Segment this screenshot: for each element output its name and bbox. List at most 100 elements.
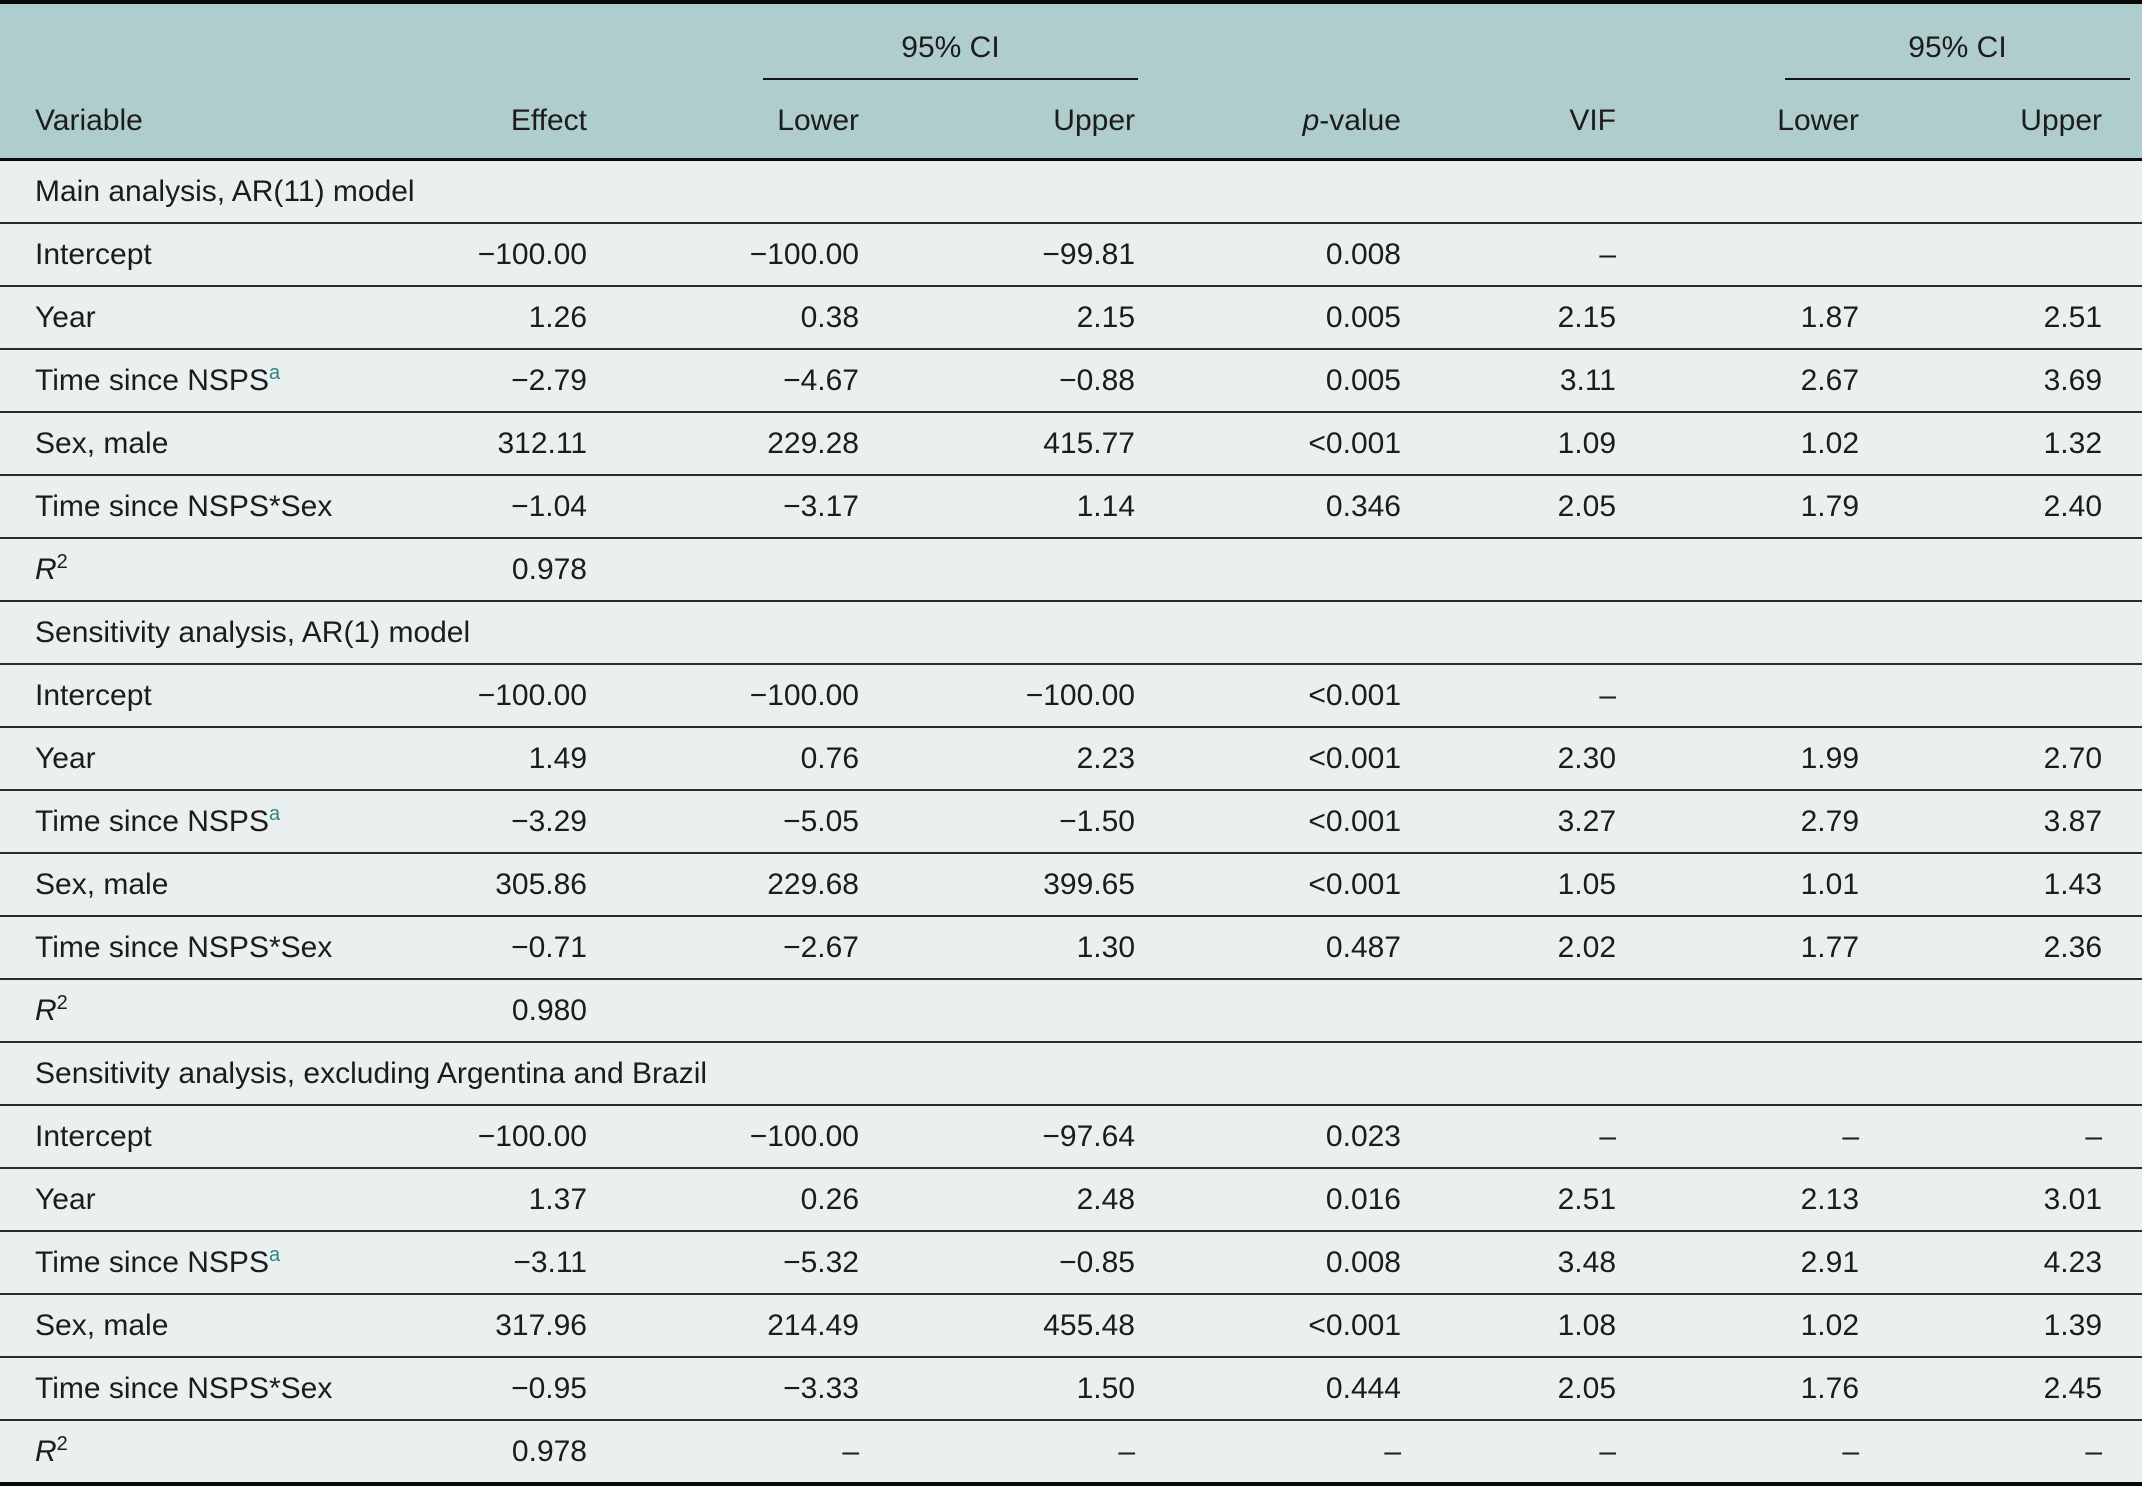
ci2-lower-cell: 2.13 [1631, 1167, 1874, 1231]
variable-cell: Year [0, 726, 470, 790]
vif-cell: 2.02 [1416, 915, 1631, 979]
header-sublabel-row: Lower Upper Lower Upper [0, 80, 2142, 160]
variable-cell: Year [0, 285, 470, 349]
ci2-lower-cell: 1.76 [1631, 1356, 1874, 1420]
ci-upper-cell: −1.50 [874, 789, 1150, 853]
effect-cell: −2.79 [470, 348, 602, 412]
ci-lower-cell [602, 978, 874, 1042]
footnote-marker: a [268, 802, 281, 825]
section-title-row: Main analysis, AR(11) model [0, 158, 2142, 223]
effect-cell: −0.95 [470, 1356, 602, 1420]
variable-label: Intercept [35, 1119, 152, 1153]
section-title: Sensitivity analysis, excluding Argentin… [0, 1041, 2142, 1105]
variable-cell: Time since NSPSa [0, 1230, 470, 1294]
pvalue-cell: 0.444 [1150, 1356, 1416, 1420]
ci2-upper-cell: 2.70 [1874, 726, 2142, 790]
section-title-row: Sensitivity analysis, excluding Argentin… [0, 1041, 2142, 1105]
ci-lower-cell [602, 537, 874, 601]
pvalue-cell: <0.001 [1150, 411, 1416, 475]
table-header: Variable Effect 95% CI p-value VIF 95% C… [0, 2, 2142, 160]
ci2-upper-cell: 2.45 [1874, 1356, 2142, 1420]
table-row: Intercept −100.00 −100.00 −100.00 <0.001– [0, 663, 2142, 727]
ci-upper-cell: 1.30 [874, 915, 1150, 979]
variable-cell: R2 [0, 537, 470, 601]
table-row: Intercept −100.00 −100.00 −99.81 0.008– [0, 222, 2142, 286]
vif-cell: 3.27 [1416, 789, 1631, 853]
effect-cell: 0.978 [470, 1419, 602, 1484]
effect-cell: 312.11 [470, 411, 602, 475]
vif-cell: 1.08 [1416, 1293, 1631, 1357]
col-header-vif: VIF [1416, 2, 1631, 160]
ci2-lower-cell [1631, 663, 1874, 727]
ci2-upper-cell: 3.87 [1874, 789, 2142, 853]
ci-lower-cell: 214.49 [602, 1293, 874, 1357]
footnote-marker: a [268, 361, 281, 384]
vif-cell [1416, 978, 1631, 1042]
ci-lower-cell: −2.67 [602, 915, 874, 979]
variable-label: R [35, 993, 57, 1027]
ci2-lower-cell: 1.99 [1631, 726, 1874, 790]
col-header-lower-1: Lower [602, 80, 874, 160]
ci-group-label-1: 95% CI [901, 31, 1000, 64]
vif-cell: – [1416, 1419, 1631, 1484]
effect-cell: 1.26 [470, 285, 602, 349]
variable-label: Time since NSPS [35, 363, 269, 397]
col-header-effect: Effect [470, 2, 602, 160]
section-title: Sensitivity analysis, AR(1) model [0, 600, 2142, 664]
pvalue-cell: 0.005 [1150, 285, 1416, 349]
table-row: R2 0.980 [0, 978, 2142, 1042]
ci2-upper-cell: 3.69 [1874, 348, 2142, 412]
ci-lower-cell: 229.28 [602, 411, 874, 475]
ci2-lower-cell [1631, 222, 1874, 286]
vif-cell: 2.05 [1416, 474, 1631, 538]
pvalue-cell: 0.487 [1150, 915, 1416, 979]
col-header-variable: Variable [0, 2, 470, 160]
vif-cell: 3.11 [1416, 348, 1631, 412]
ci-lower-cell: −100.00 [602, 1104, 874, 1168]
effect-cell: 1.49 [470, 726, 602, 790]
pvalue-cell: <0.001 [1150, 1293, 1416, 1357]
superscript: 2 [56, 550, 68, 573]
variable-label: Year [35, 741, 96, 775]
ci-upper-cell [874, 537, 1150, 601]
effect-cell: 1.37 [470, 1167, 602, 1231]
effect-cell: −3.29 [470, 789, 602, 853]
col-header-upper-2: Upper [1874, 80, 2142, 160]
ci-group-label-2: 95% CI [1908, 31, 2007, 64]
ci-upper-cell: 399.65 [874, 852, 1150, 916]
table-row: Time since NSPSa −2.79 −4.67 −0.88 0.005 3.11… [0, 348, 2142, 412]
vif-cell: 1.09 [1416, 411, 1631, 475]
ci-upper-cell: −0.88 [874, 348, 1150, 412]
table-row: Time since NSPSa −3.11 −5.32 −0.85 0.008 3.48… [0, 1230, 2142, 1294]
ci2-lower-cell: – [1631, 1104, 1874, 1168]
pvalue-cell: – [1150, 1419, 1416, 1484]
ci-upper-cell: – [874, 1419, 1150, 1484]
ci2-upper-cell: 2.51 [1874, 285, 2142, 349]
variable-cell: Year [0, 1167, 470, 1231]
effect-cell: 0.978 [470, 537, 602, 601]
table-row: R2 0.978 [0, 537, 2142, 601]
variable-cell: Sex, male [0, 1293, 470, 1357]
variable-label: R [35, 552, 57, 586]
effect-cell: 317.96 [470, 1293, 602, 1357]
ci-group-header-1: 95% CI [602, 2, 1150, 80]
pvalue-cell [1150, 978, 1416, 1042]
ci-lower-cell: −5.05 [602, 789, 874, 853]
ci2-lower-cell: 1.87 [1631, 285, 1874, 349]
ci2-lower-cell: 1.77 [1631, 915, 1874, 979]
ci2-upper-cell: 1.39 [1874, 1293, 2142, 1357]
pvalue-cell: 0.008 [1150, 222, 1416, 286]
variable-cell: Sex, male [0, 852, 470, 916]
ci2-lower-cell: 2.67 [1631, 348, 1874, 412]
ci-group-rule-1: 95% CI [763, 31, 1138, 80]
variable-cell: Time since NSPS*Sex [0, 474, 470, 538]
effect-cell: −100.00 [470, 1104, 602, 1168]
ci2-lower-cell: – [1631, 1419, 1874, 1484]
variable-label: Sex, male [35, 867, 169, 901]
ci2-lower-cell [1631, 537, 1874, 601]
ci-upper-cell: 455.48 [874, 1293, 1150, 1357]
ci2-lower-cell: 1.01 [1631, 852, 1874, 916]
table-row: Time since NSPS*Sex −0.95 −3.33 1.50 0.444 2.… [0, 1356, 2142, 1420]
effect-cell: −3.11 [470, 1230, 602, 1294]
table-row: Time since NSPSa −3.29 −5.05 −1.50 <0.001 3.2… [0, 789, 2142, 853]
